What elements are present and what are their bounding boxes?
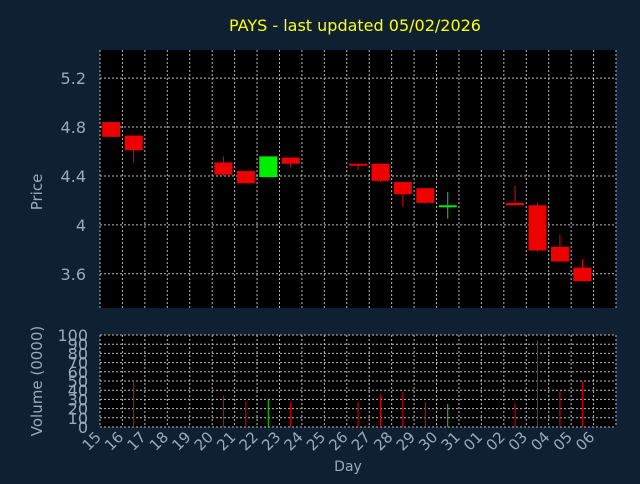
candle-body <box>214 162 233 175</box>
candle-body <box>573 267 592 282</box>
volume-tick-label: 60 <box>68 363 88 382</box>
volume-tick-label: 70 <box>68 354 88 373</box>
volume-tick-label: 80 <box>68 344 88 363</box>
price-tick-label: 5.2 <box>61 69 86 88</box>
candle-body <box>528 205 547 251</box>
candle-body <box>349 163 367 166</box>
price-candles <box>102 122 592 282</box>
candle-body <box>371 163 390 181</box>
volume-tick-label: 20 <box>68 400 88 419</box>
volume-bars <box>133 340 583 427</box>
candle-body <box>506 202 525 206</box>
candle-body <box>259 156 278 178</box>
volume-tick-label: 30 <box>68 390 88 409</box>
candle-body <box>416 188 435 203</box>
candle-body <box>124 135 143 151</box>
price-tick-label: 4.4 <box>61 167 86 186</box>
volume-tick-label: 40 <box>68 381 88 400</box>
price-axis-title: Price <box>28 174 46 211</box>
volume-axis-title: Volume (0000) <box>28 326 46 436</box>
volume-tick-label: 90 <box>68 335 88 354</box>
candle-body <box>438 205 457 208</box>
candle-body <box>236 171 255 184</box>
candle-body <box>550 246 569 262</box>
volume-tick-label: 50 <box>68 372 88 391</box>
price-tick-label: 3.6 <box>61 265 86 284</box>
candle-body <box>393 182 412 195</box>
candle-body <box>281 157 300 164</box>
x-axis-title: Day <box>334 459 362 475</box>
volume-tick-label: 100 <box>57 326 88 345</box>
chart-title: PAYS - last updated 05/02/2026 <box>229 16 481 35</box>
price-plot-area <box>100 50 616 308</box>
candle-body <box>102 122 121 137</box>
grid-layer <box>99 50 617 428</box>
volume-tick-label: 10 <box>68 409 88 428</box>
price-tick-label: 4 <box>76 216 86 235</box>
price-tick-label: 4.8 <box>61 118 86 137</box>
volume-tick-label: 0 <box>78 418 88 437</box>
